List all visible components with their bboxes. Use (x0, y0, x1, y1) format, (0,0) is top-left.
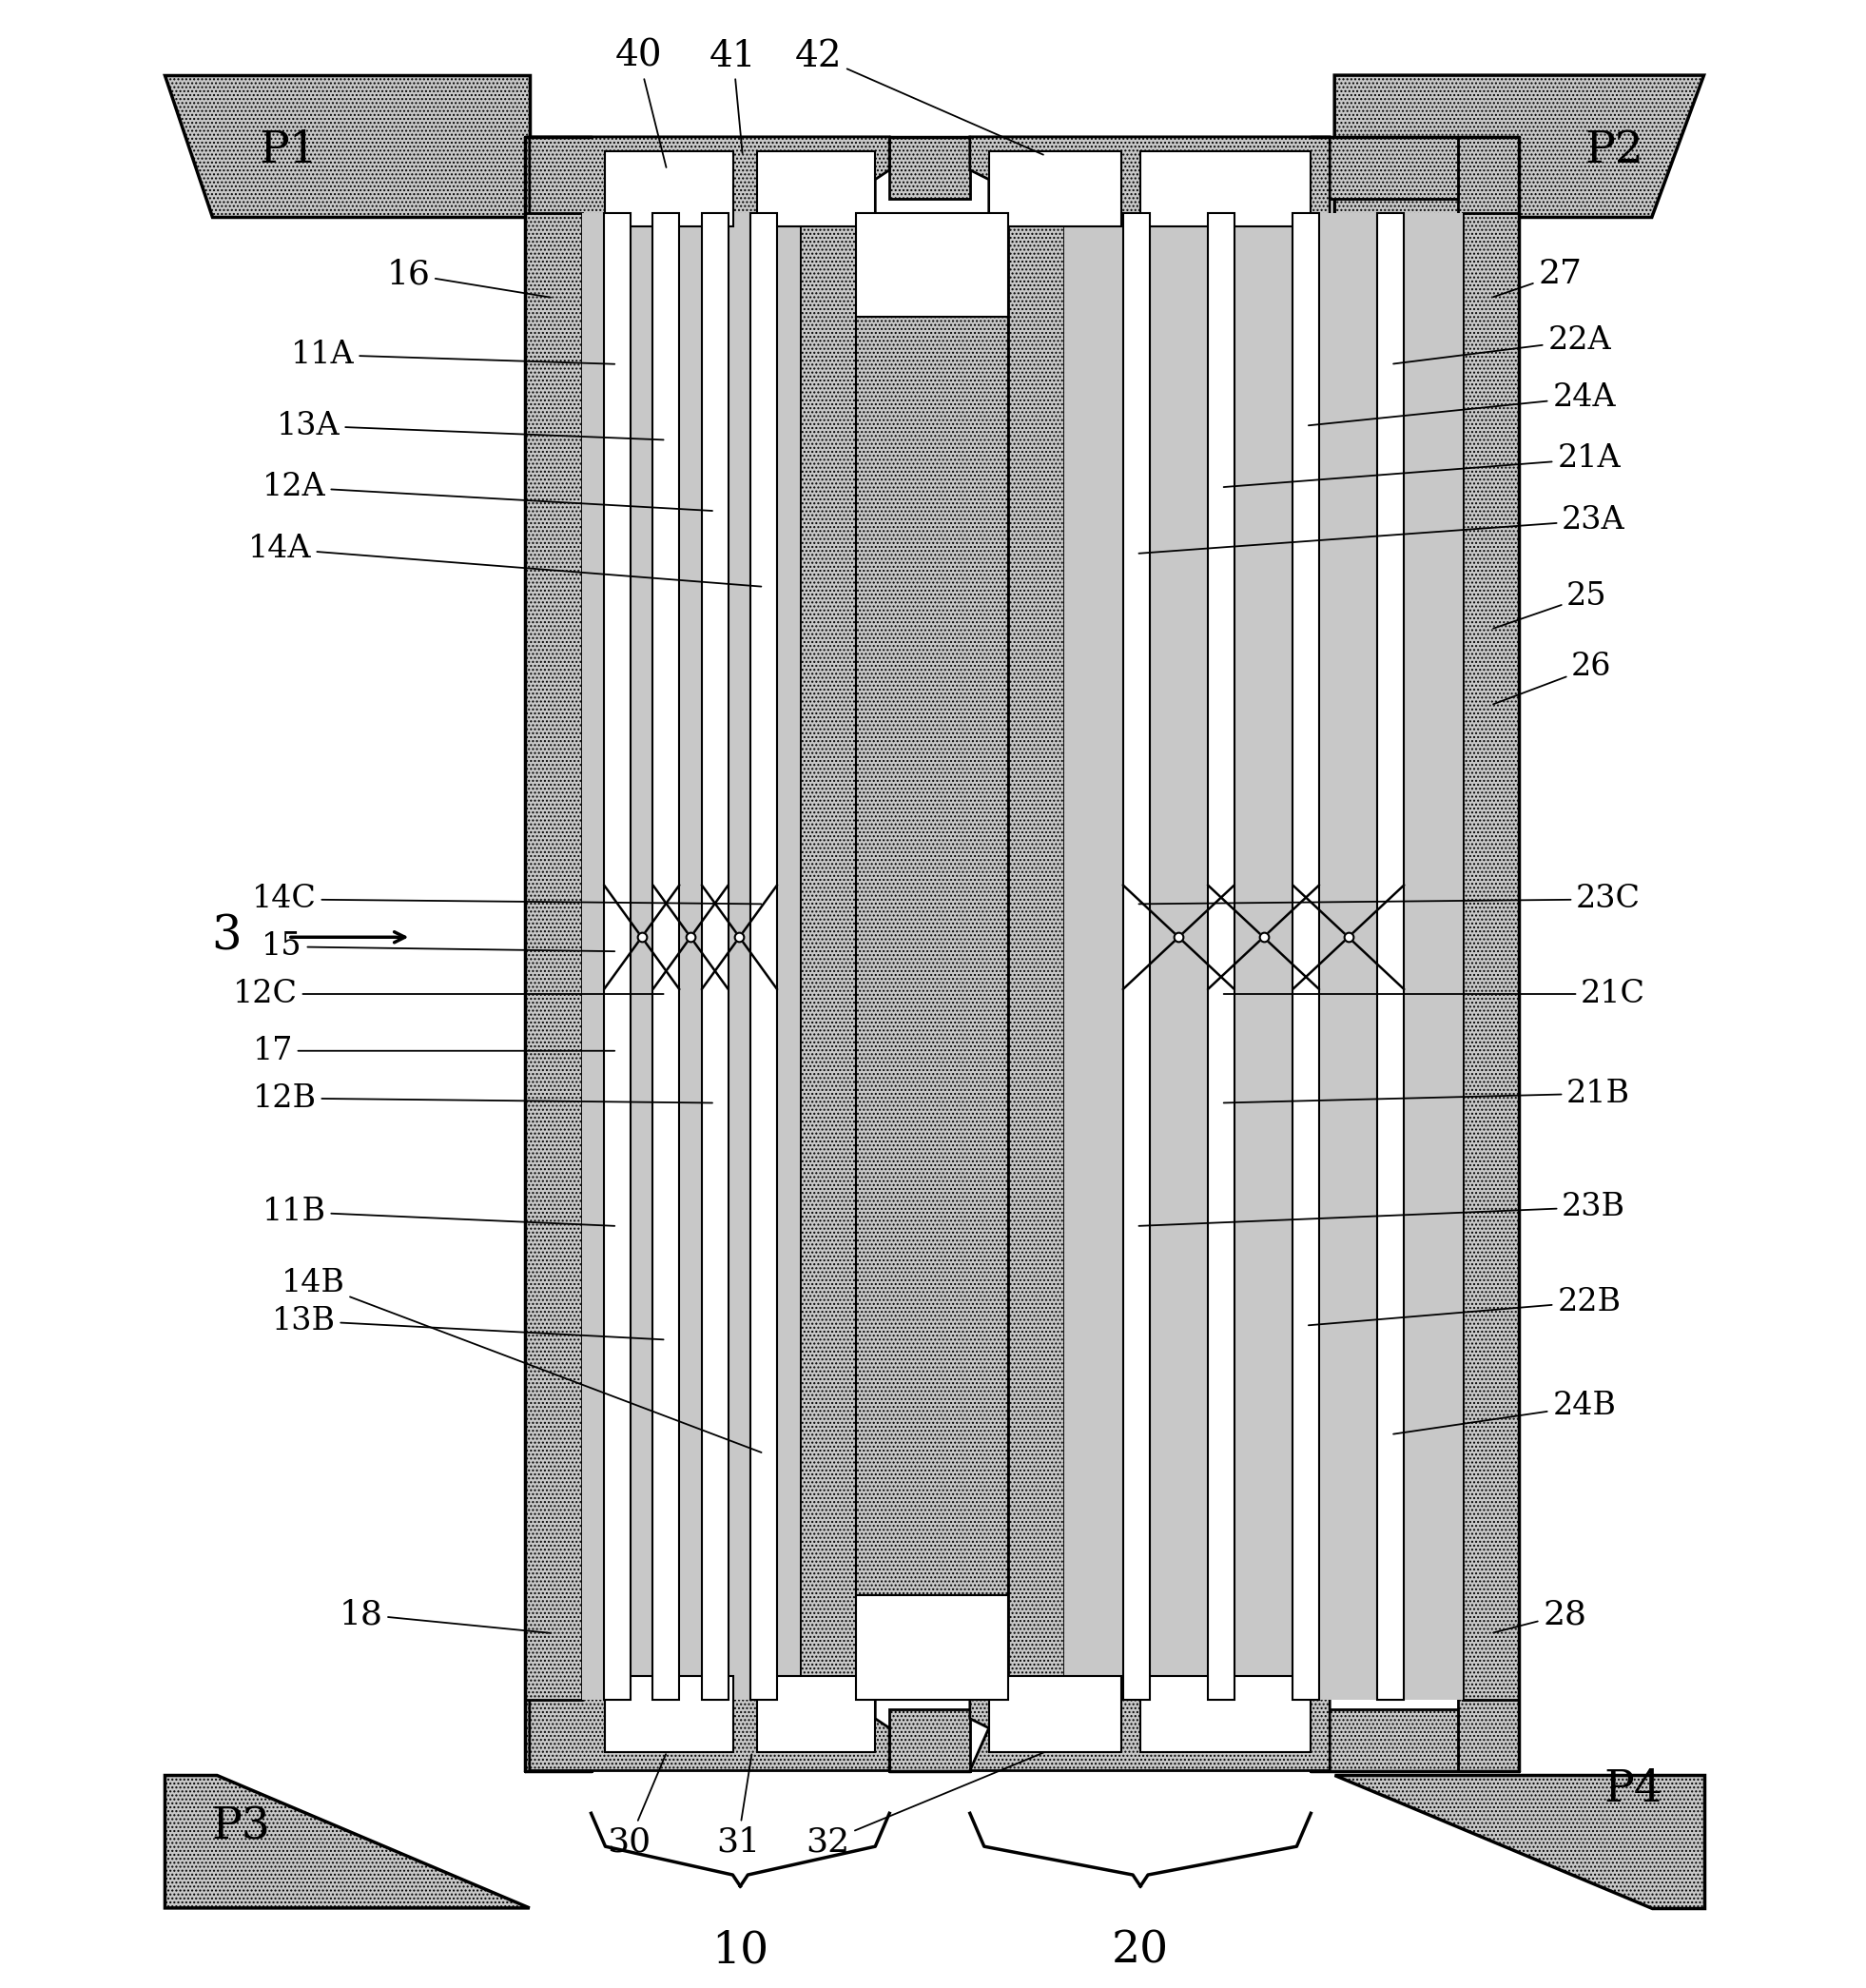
Bar (1065, 213, 1463, 1700)
Bar (856, 1596, 1008, 1700)
Text: 13A: 13A (276, 410, 664, 441)
Bar (582, 213, 799, 1700)
Text: 11B: 11B (263, 1197, 614, 1227)
Polygon shape (164, 76, 530, 217)
Text: 41: 41 (709, 38, 758, 153)
Text: 13B: 13B (272, 1306, 664, 1340)
Text: 12B: 12B (252, 1083, 713, 1113)
Text: 17: 17 (252, 1036, 614, 1066)
Bar (1463, 213, 1519, 1700)
Bar (524, 213, 582, 1700)
Bar (989, 151, 1121, 227)
Bar (1457, 137, 1519, 1771)
Polygon shape (970, 137, 1330, 227)
Text: 14B: 14B (282, 1268, 761, 1453)
Text: 23B: 23B (1138, 1193, 1625, 1227)
Bar (702, 213, 728, 1700)
Text: 24A: 24A (1308, 382, 1616, 425)
Text: P2: P2 (1584, 129, 1644, 173)
Bar (1008, 213, 1065, 1700)
Text: 25: 25 (1493, 580, 1607, 628)
Text: P1: P1 (259, 129, 317, 173)
Text: P4: P4 (1603, 1767, 1663, 1811)
Bar (1377, 213, 1403, 1700)
Text: 21C: 21C (1224, 978, 1646, 1010)
Text: 42: 42 (795, 38, 1043, 155)
Text: 12A: 12A (263, 471, 713, 511)
Bar (586, 1710, 592, 1771)
Text: 26: 26 (1493, 652, 1612, 704)
Text: 18: 18 (340, 1598, 550, 1632)
Text: 31: 31 (717, 1753, 759, 1859)
Bar (605, 151, 733, 227)
Text: 16: 16 (386, 258, 550, 298)
Text: P3: P3 (211, 1805, 271, 1849)
Text: 15: 15 (261, 932, 614, 962)
Polygon shape (1334, 1775, 1704, 1908)
Bar (605, 213, 631, 1700)
Text: 23C: 23C (1138, 885, 1640, 914)
Bar (799, 213, 856, 1700)
Text: 14A: 14A (248, 533, 761, 586)
Polygon shape (530, 1676, 890, 1771)
Text: 32: 32 (806, 1753, 1043, 1859)
Bar (586, 137, 592, 199)
Text: 23A: 23A (1138, 505, 1625, 553)
Bar (1293, 213, 1319, 1700)
Text: 21B: 21B (1224, 1077, 1631, 1109)
Text: 3: 3 (211, 914, 241, 960)
Bar (890, 1710, 970, 1771)
Bar (856, 316, 1008, 1596)
Text: 20: 20 (1112, 1928, 1168, 1972)
Text: 40: 40 (616, 38, 666, 167)
Text: 27: 27 (1493, 258, 1582, 296)
Bar (1312, 137, 1457, 199)
Text: 21A: 21A (1224, 443, 1620, 487)
Text: 24B: 24B (1394, 1392, 1616, 1433)
Text: 10: 10 (711, 1928, 769, 1972)
Bar (750, 213, 776, 1700)
Polygon shape (970, 1676, 1330, 1771)
Text: 14C: 14C (252, 885, 761, 914)
Text: 22B: 22B (1308, 1286, 1622, 1326)
Polygon shape (530, 137, 890, 227)
Bar (1140, 1676, 1312, 1751)
Bar (890, 137, 970, 199)
Text: 28: 28 (1493, 1598, 1586, 1632)
Text: 12C: 12C (233, 978, 664, 1010)
Bar (605, 1676, 733, 1751)
Bar (758, 1676, 875, 1751)
Bar (524, 137, 586, 1771)
Bar (1312, 1710, 1457, 1771)
Bar (1207, 213, 1233, 1700)
Text: 22A: 22A (1394, 326, 1610, 364)
Text: 30: 30 (606, 1753, 666, 1859)
Bar (1140, 151, 1312, 227)
Bar (653, 213, 679, 1700)
Polygon shape (164, 1775, 530, 1908)
Text: 11A: 11A (291, 340, 614, 370)
Bar (856, 213, 1008, 316)
Bar (758, 151, 875, 227)
Bar (1123, 213, 1149, 1700)
Polygon shape (1334, 76, 1704, 217)
Bar (989, 1676, 1121, 1751)
